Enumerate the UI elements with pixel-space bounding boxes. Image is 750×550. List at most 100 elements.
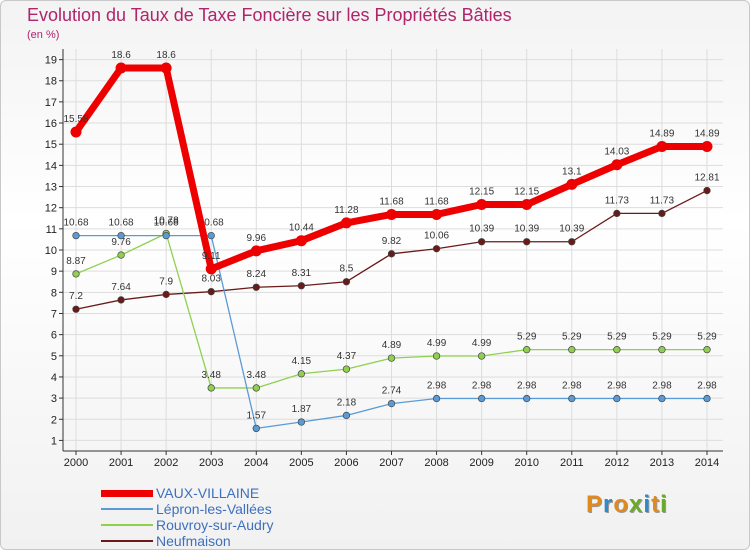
data-point-neufmaison <box>72 305 80 313</box>
data-point-lepron-les-vallees <box>117 231 125 240</box>
data-point-rouvroy-sur-audry <box>387 354 396 362</box>
data-label-neufmaison: 12.81 <box>694 173 719 184</box>
data-label-rouvroy-sur-audry: 4.15 <box>292 356 312 367</box>
data-point-lepron-les-vallees <box>72 231 80 240</box>
data-point-vaux-villaine <box>70 126 82 138</box>
data-label-vaux-villaine: 9.96 <box>247 233 267 244</box>
x-tick-label: 2003 <box>199 457 223 469</box>
chart-title: Evolution du Taux de Taxe Foncière sur l… <box>27 5 512 25</box>
data-label-rouvroy-sur-audry: 9.76 <box>111 237 131 248</box>
y-tick-label: 19 <box>45 55 57 67</box>
data-label-vaux-villaine: 11.68 <box>379 196 404 207</box>
x-tick-label: 2011 <box>560 457 584 469</box>
data-label-lepron-les-vallees: 2.98 <box>652 381 672 392</box>
data-point-neufmaison <box>252 283 260 291</box>
y-tick-label: 11 <box>46 224 57 236</box>
data-point-vaux-villaine <box>476 199 488 211</box>
data-point-vaux-villaine <box>295 235 307 247</box>
y-tick-label: 5 <box>51 351 57 363</box>
y-tick-label: 16 <box>45 118 57 130</box>
y-tick-label: 2 <box>51 414 57 426</box>
data-point-rouvroy-sur-audry <box>477 352 486 360</box>
legend-swatch <box>101 489 153 497</box>
data-point-lepron-les-vallees <box>568 394 576 403</box>
data-point-rouvroy-sur-audry <box>568 346 576 354</box>
data-label-lepron-les-vallees: 2.98 <box>607 381 627 392</box>
data-label-neufmaison: 7.2 <box>69 291 83 302</box>
data-label-rouvroy-sur-audry: 5.29 <box>697 332 717 343</box>
data-label-lepron-les-vallees: 2.98 <box>427 381 447 392</box>
data-point-lepron-les-vallees <box>477 394 486 403</box>
data-label-rouvroy-sur-audry: 4.99 <box>427 338 447 349</box>
data-point-rouvroy-sur-audry <box>252 384 260 392</box>
data-label-vaux-villaine: 12.15 <box>469 187 494 198</box>
data-label-neufmaison: 11.73 <box>605 195 630 206</box>
data-label-rouvroy-sur-audry: 5.29 <box>607 332 627 343</box>
y-tick-label: 17 <box>45 97 57 109</box>
data-label-rouvroy-sur-audry: 8.87 <box>66 256 86 267</box>
y-tick-label: 6 <box>51 330 57 342</box>
legend-swatch <box>101 524 153 526</box>
data-label-neufmaison: 10.39 <box>469 224 494 235</box>
data-label-vaux-villaine: 14.89 <box>694 129 719 140</box>
y-tick-label: 14 <box>45 160 57 172</box>
x-tick-label: 2004 <box>244 457 268 469</box>
data-label-neufmaison: 10.39 <box>559 224 584 235</box>
data-point-rouvroy-sur-audry <box>297 370 306 378</box>
data-label-vaux-villaine: 9.11 <box>202 251 221 262</box>
x-tick-label: 2012 <box>605 457 629 469</box>
data-point-rouvroy-sur-audry <box>342 365 351 373</box>
data-point-neufmaison <box>117 296 125 304</box>
data-label-lepron-les-vallees: 2.74 <box>382 386 402 397</box>
data-point-lepron-les-vallees <box>252 424 260 433</box>
legend-swatch <box>101 508 153 510</box>
x-tick-label: 2008 <box>424 457 448 469</box>
data-point-vaux-villaine <box>431 208 443 220</box>
data-label-lepron-les-vallees: 2.18 <box>337 397 357 408</box>
data-point-rouvroy-sur-audry <box>72 270 80 278</box>
y-tick-label: 18 <box>45 76 57 88</box>
x-tick-label: 2002 <box>154 457 178 469</box>
legend-label: Neufmaison <box>156 533 231 549</box>
data-label-rouvroy-sur-audry: 4.37 <box>337 351 357 362</box>
data-point-neufmaison <box>568 238 576 246</box>
data-point-vaux-villaine <box>701 141 713 153</box>
y-tick-label: 4 <box>51 372 57 384</box>
data-point-rouvroy-sur-audry <box>432 352 441 360</box>
x-tick-label: 2010 <box>514 457 538 469</box>
data-label-rouvroy-sur-audry: 5.29 <box>517 332 537 343</box>
data-point-lepron-les-vallees <box>658 394 666 403</box>
data-label-neufmaison: 10.39 <box>514 224 539 235</box>
legend-swatch <box>101 540 153 542</box>
data-label-neufmaison: 7.64 <box>111 282 131 293</box>
data-label-neufmaison: 8.03 <box>201 274 221 285</box>
x-tick-label: 2009 <box>469 457 493 469</box>
data-label-neufmaison: 8.31 <box>292 268 312 279</box>
y-tick-label: 1 <box>51 435 57 447</box>
legend-label: Rouvroy-sur-Audry <box>156 517 274 533</box>
data-point-vaux-villaine <box>160 62 172 74</box>
y-tick-label: 7 <box>51 308 57 320</box>
y-tick-label: 9 <box>51 266 57 278</box>
data-label-lepron-les-vallees: 1.87 <box>292 404 312 415</box>
data-point-neufmaison <box>162 290 170 299</box>
y-tick-label: 13 <box>45 182 57 194</box>
data-label-lepron-les-vallees: 10.68 <box>63 218 88 229</box>
data-point-neufmaison <box>387 250 396 258</box>
data-point-neufmaison <box>342 278 351 286</box>
data-point-lepron-les-vallees <box>523 394 531 403</box>
data-label-vaux-villaine: 11.28 <box>334 205 359 216</box>
x-tick-label: 2013 <box>650 457 674 469</box>
data-label-vaux-villaine: 18.6 <box>156 50 176 61</box>
legend-label: Lépron-les-Vallées <box>156 501 272 517</box>
x-tick-label: 2006 <box>334 457 358 469</box>
y-tick-label: 15 <box>45 139 57 151</box>
data-label-vaux-villaine: 10.44 <box>289 223 314 234</box>
data-label-vaux-villaine: 11.68 <box>424 196 449 207</box>
data-label-lepron-les-vallees: 2.98 <box>517 381 537 392</box>
y-tick-label: 12 <box>45 203 57 215</box>
data-label-neufmaison: 10.06 <box>424 231 449 242</box>
legend-label: VAUX-VILLAINE <box>156 485 260 501</box>
data-label-vaux-villaine: 18.6 <box>111 50 131 61</box>
data-point-neufmaison <box>703 186 711 195</box>
